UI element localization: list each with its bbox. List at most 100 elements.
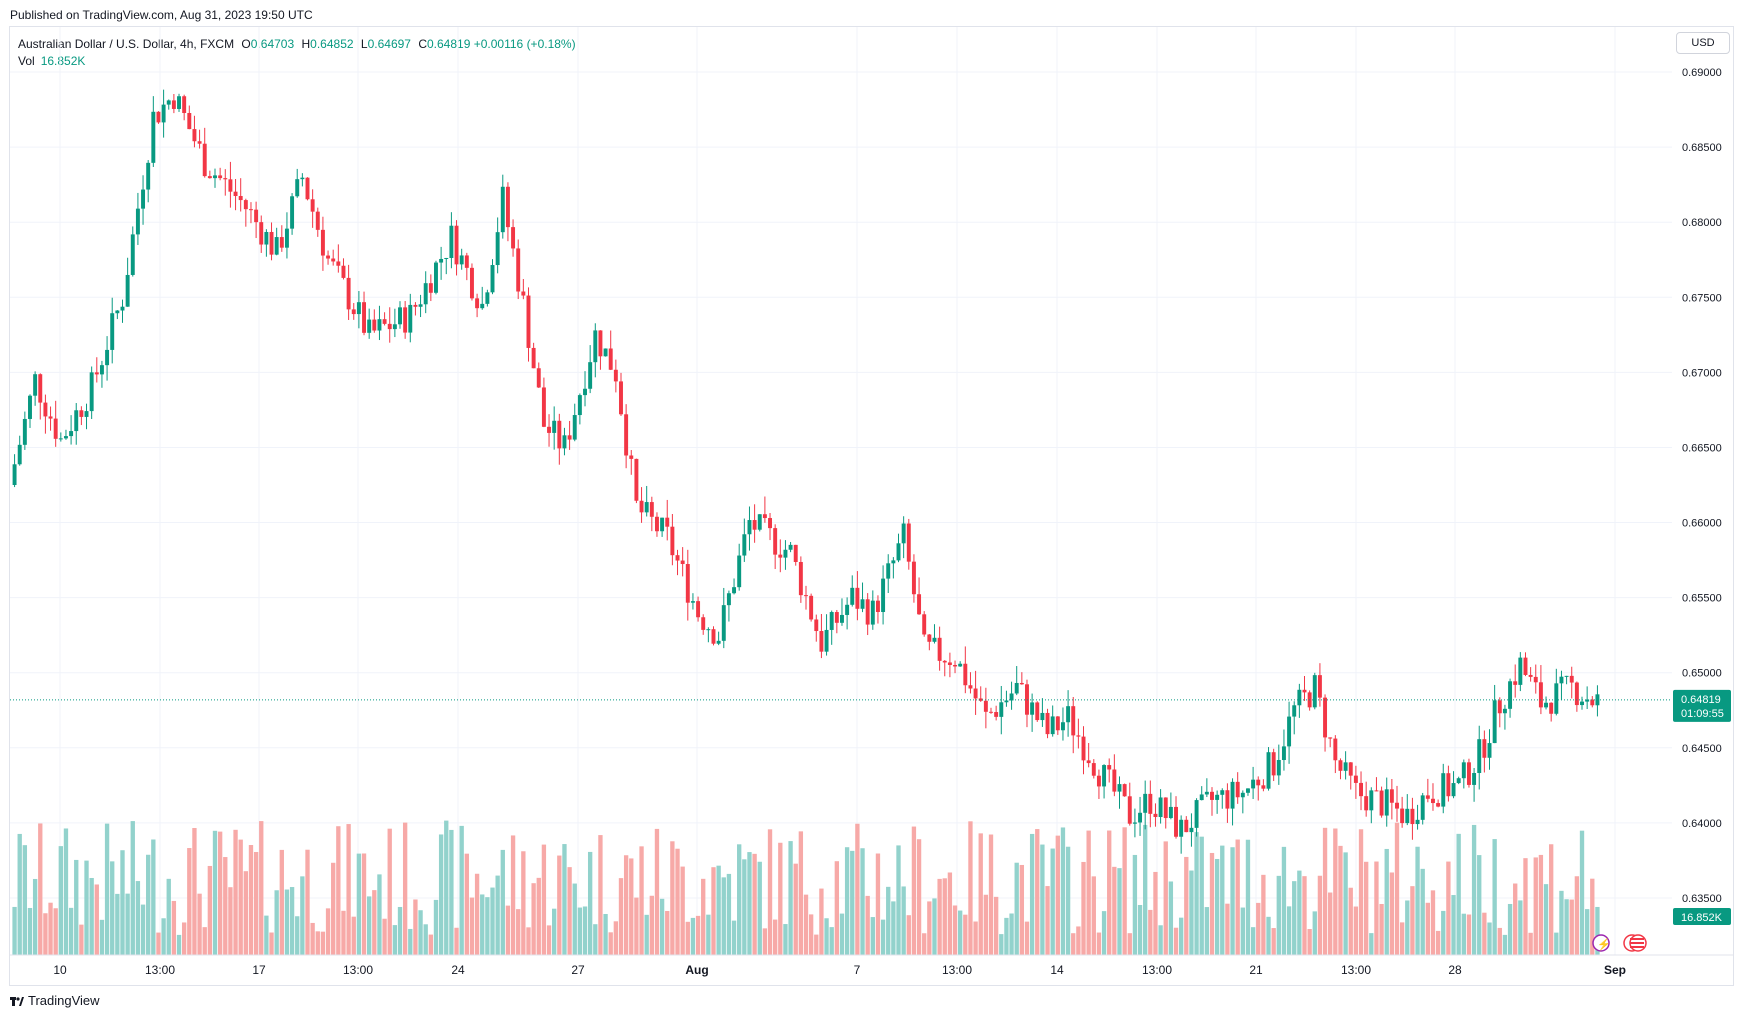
- candle-body: [1482, 739, 1487, 758]
- volume-bar: [1009, 913, 1014, 955]
- x-tick-label: 21: [1249, 963, 1263, 977]
- volume-bar: [1569, 899, 1574, 955]
- candle-body: [690, 601, 695, 603]
- volume-bar: [778, 842, 783, 955]
- candle-body: [94, 372, 99, 375]
- candle-body: [1127, 796, 1132, 824]
- volume-bar: [737, 844, 742, 955]
- candle-body: [896, 543, 901, 561]
- candle-body: [541, 387, 546, 427]
- candle-body: [120, 306, 125, 311]
- candle-body: [572, 415, 577, 440]
- volume-bar: [1235, 839, 1240, 955]
- candle-body: [475, 298, 480, 309]
- candle-body: [1569, 675, 1574, 683]
- volume-bar: [772, 919, 778, 955]
- volume-bar: [1363, 861, 1369, 955]
- volume-bar: [1502, 934, 1508, 955]
- volume-bar: [1394, 822, 1400, 955]
- volume-axis-value: 16.852K: [1681, 912, 1723, 924]
- symbol-title[interactable]: Australian Dollar / U.S. Dollar, 4h, FXC…: [18, 37, 235, 51]
- candle-body: [1554, 683, 1559, 714]
- y-tick-label: 0.68500: [1682, 142, 1722, 154]
- candle-body: [850, 587, 855, 605]
- candle-body: [418, 304, 423, 307]
- candle-body: [398, 307, 402, 325]
- volume-bar: [233, 829, 238, 955]
- volume-bar: [454, 927, 459, 955]
- candle-body: [1497, 700, 1502, 714]
- volume-bar: [731, 920, 737, 955]
- volume-bar: [1384, 848, 1389, 955]
- volume-bar: [1471, 824, 1477, 955]
- volume-bar: [1559, 890, 1564, 955]
- candle-body: [310, 199, 315, 212]
- candle-body: [947, 662, 952, 665]
- volume-bar: [238, 839, 243, 955]
- candle-body: [1384, 789, 1389, 816]
- footer-brand[interactable]: TradingView: [28, 993, 100, 1008]
- candle-body: [22, 418, 27, 445]
- candle-body: [1132, 822, 1137, 824]
- candle-body: [1096, 775, 1101, 787]
- candle-body: [531, 347, 536, 369]
- volume-bar: [901, 886, 906, 955]
- event-icons: ⚡: [1592, 934, 1647, 952]
- candle-body: [1194, 800, 1199, 828]
- candle-body: [737, 555, 742, 588]
- volume-bar: [1543, 884, 1549, 955]
- candle-body: [1019, 682, 1024, 685]
- candle-body: [593, 330, 598, 363]
- candle-body: [1143, 793, 1148, 813]
- volume-bar: [654, 828, 660, 955]
- candle-body: [603, 348, 608, 357]
- candle-body: [1148, 793, 1153, 814]
- volume-bar: [1266, 916, 1271, 955]
- candle-body: [1312, 675, 1317, 708]
- x-tick-label: 7: [854, 963, 861, 977]
- volume-bar: [1199, 836, 1204, 955]
- candle-body: [305, 177, 310, 200]
- currency-button[interactable]: USD: [1676, 32, 1730, 54]
- candle-body: [1179, 819, 1184, 837]
- volume-label[interactable]: Vol: [18, 54, 35, 68]
- candle-body: [500, 186, 505, 233]
- volume-bar: [474, 873, 480, 955]
- volume-bar: [449, 829, 454, 955]
- volume-bar: [217, 831, 223, 955]
- candle-body: [757, 514, 762, 530]
- high-label: H: [301, 37, 311, 51]
- volume-bar: [181, 922, 187, 955]
- volume-bar: [192, 828, 197, 955]
- candle-body: [937, 637, 942, 661]
- candle-body: [1415, 819, 1420, 825]
- volume-bar: [993, 896, 999, 955]
- volume-bar: [1220, 845, 1225, 955]
- volume-bar: [187, 848, 192, 955]
- candle-body: [922, 614, 927, 635]
- candle-body: [63, 436, 68, 439]
- volume-bar: [659, 898, 665, 955]
- candle-body: [1081, 736, 1086, 761]
- volume-bar: [110, 861, 115, 955]
- candle-body: [290, 196, 295, 229]
- candle-body: [202, 143, 207, 177]
- volume-legend: Vol 16.852K: [18, 53, 576, 70]
- volume-bar: [757, 861, 762, 955]
- volume-bar: [1420, 868, 1425, 955]
- volume-bar: [243, 871, 249, 955]
- candle-body: [804, 595, 808, 597]
- volume-axis-label: 16.852K: [1673, 908, 1731, 925]
- candle-body: [161, 104, 166, 123]
- volume-bar: [999, 934, 1004, 955]
- candle-body: [1379, 790, 1384, 816]
- candle-body: [865, 599, 870, 625]
- low-label: L: [360, 37, 368, 51]
- candle-body: [1446, 773, 1451, 797]
- volume-bar: [680, 866, 685, 955]
- candle-body: [1163, 797, 1168, 819]
- candle-body: [1374, 790, 1379, 792]
- x-tick-label: 13:00: [343, 963, 373, 977]
- candle-body: [1420, 795, 1425, 820]
